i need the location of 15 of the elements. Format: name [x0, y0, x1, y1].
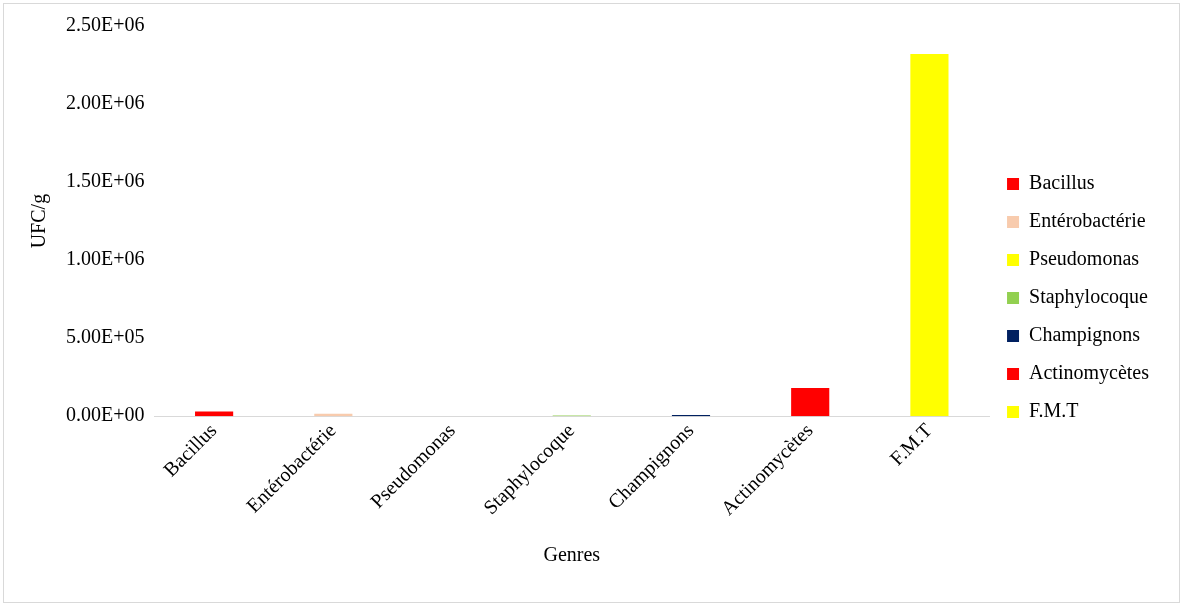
legend-label: Entérobactérie — [1029, 209, 1146, 232]
y-tick-label: 1.50E+06 — [66, 169, 145, 192]
y-tick-label: 1.00E+06 — [66, 247, 145, 270]
y-tick-label: 5.00E+05 — [66, 325, 145, 348]
y-axis-title: UFC/g — [27, 193, 51, 249]
legend-label: Champignons — [1029, 323, 1141, 347]
y-tick-label: 2.00E+06 — [66, 91, 145, 114]
legend-label: Staphylocoque — [1029, 285, 1149, 309]
y-tick-label: 0.00E+00 — [66, 403, 145, 426]
legend-label: Actinomycètes — [1029, 361, 1150, 385]
legend-label: F.M.T — [1029, 399, 1079, 422]
legend-label: Pseudomonas — [1029, 247, 1140, 270]
x-axis-title: Genres — [543, 543, 601, 566]
legend-label: Bacillus — [1029, 171, 1095, 194]
y-tick-label: 2.50E+06 — [66, 13, 145, 36]
